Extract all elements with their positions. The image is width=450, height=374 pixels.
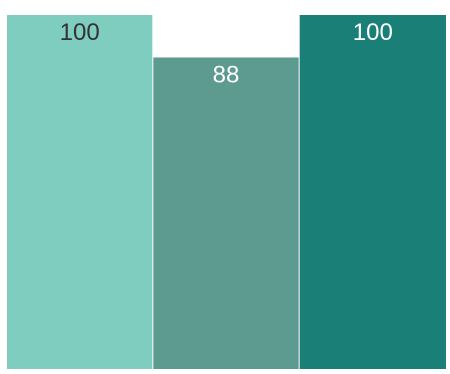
bar-3 (299, 15, 446, 369)
bar-value-label-1: 100 (60, 19, 100, 46)
data-labels-group: 100 88 100 (60, 19, 393, 88)
bar-1 (7, 15, 153, 369)
bars-group (7, 15, 446, 369)
bar-value-label-3: 100 (353, 19, 393, 46)
bar-value-label-2: 88 (213, 61, 240, 88)
bar-2 (153, 57, 299, 369)
